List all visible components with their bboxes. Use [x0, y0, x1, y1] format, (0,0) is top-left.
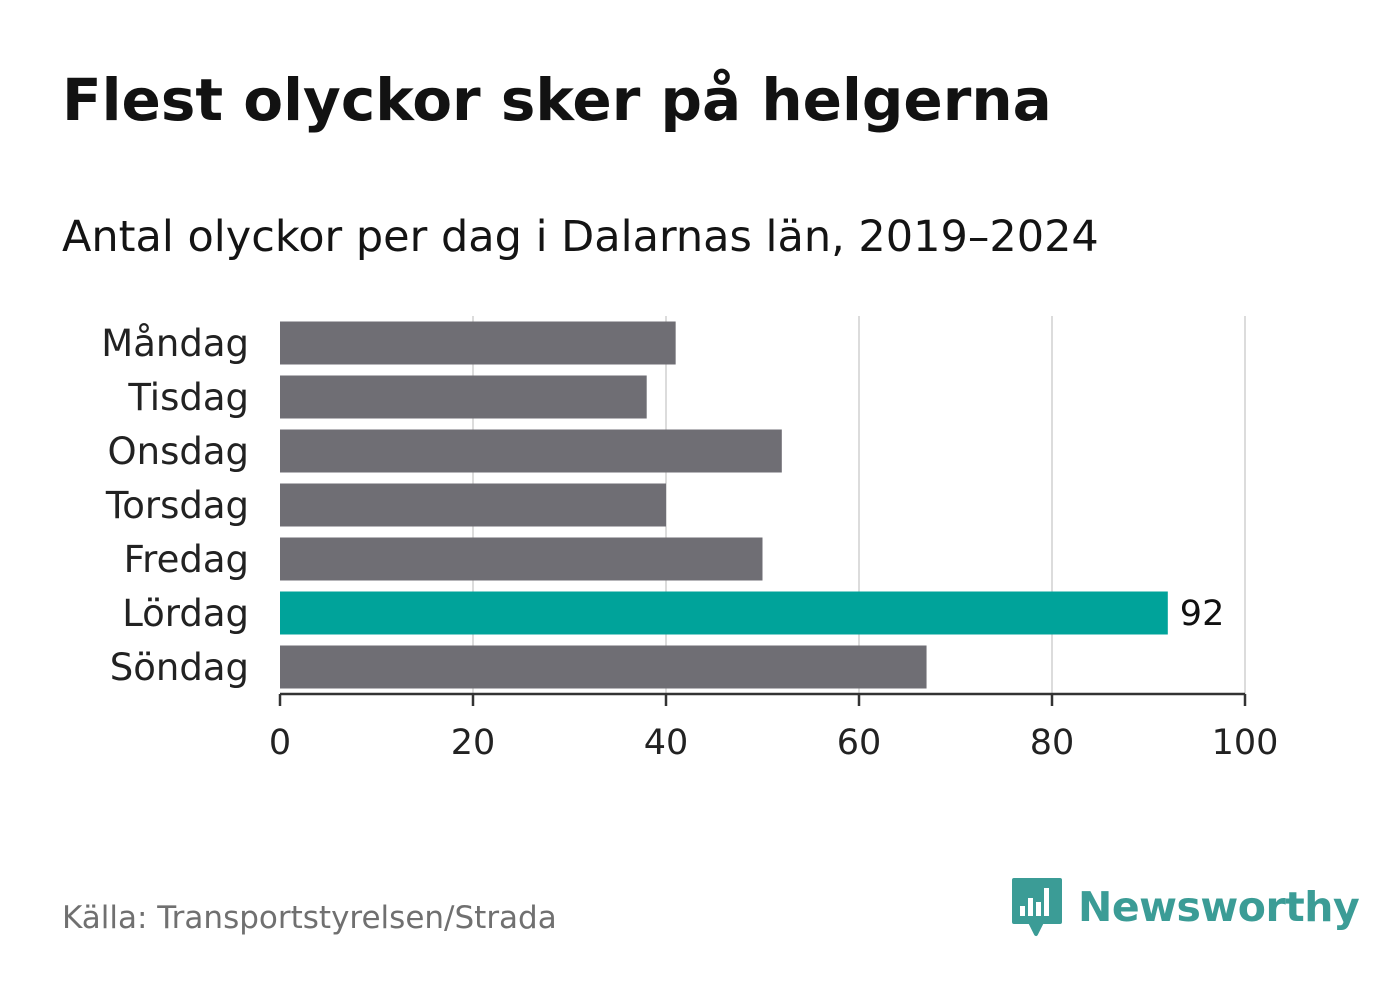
bar-5 — [280, 591, 1168, 635]
newsworthy-logo-icon — [1012, 878, 1062, 936]
category-label-2: Onsdag — [108, 430, 250, 473]
bar-0 — [280, 321, 676, 365]
x-tick-label-3: 60 — [837, 723, 882, 763]
x-tick-label-2: 40 — [644, 723, 689, 763]
bar-4 — [280, 537, 763, 581]
brand-logo: Newsworthy — [1010, 876, 1360, 938]
bar-chart: Måndag Tisdag Onsdag Torsdag Fredag Lördag Sön… — [101, 316, 1279, 763]
x-tick-label-5: 100 — [1212, 723, 1279, 763]
category-label-1: Tisdag — [127, 376, 249, 419]
chart-subtitle: Antal olyckor per dag i Dalarnas län, 20… — [62, 212, 1099, 262]
category-label-6: Söndag — [110, 646, 249, 689]
bar-6 — [280, 645, 927, 689]
x-tick-label-4: 80 — [1030, 723, 1075, 763]
bar-2 — [280, 429, 782, 473]
x-tick-label-1: 20 — [451, 723, 496, 763]
category-label-3: Torsdag — [105, 484, 249, 527]
data-label-5: 92 — [1180, 594, 1225, 634]
category-label-5: Lördag — [122, 592, 249, 635]
bar-1 — [280, 375, 647, 419]
chart-title: Flest olyckor sker på helgerna — [62, 66, 1052, 134]
category-label-0: Måndag — [101, 322, 249, 365]
brand-name: Newsworthy — [1078, 883, 1360, 931]
source-note: Källa: Transportstyrelsen/Strada — [62, 900, 557, 936]
x-tick-label-0: 0 — [269, 723, 291, 763]
bar-3 — [280, 483, 666, 527]
category-label-4: Fredag — [124, 538, 249, 581]
